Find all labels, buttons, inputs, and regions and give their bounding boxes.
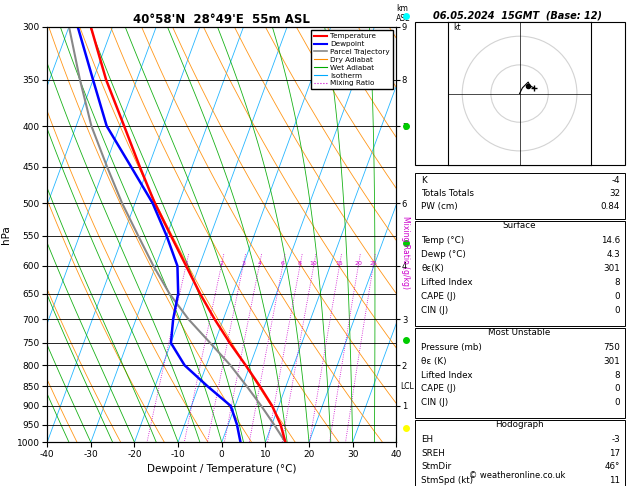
Text: 15: 15 <box>335 261 343 266</box>
Text: 301: 301 <box>603 264 620 273</box>
Text: 0: 0 <box>615 306 620 315</box>
Bar <box>415 173 625 219</box>
Text: 8: 8 <box>615 278 620 287</box>
Text: -4: -4 <box>611 176 620 185</box>
Bar <box>415 22 625 165</box>
Text: Totals Totals: Totals Totals <box>421 189 474 198</box>
Text: 2: 2 <box>220 261 223 266</box>
Text: SREH: SREH <box>421 449 445 458</box>
Text: Most Unstable: Most Unstable <box>489 328 551 337</box>
Text: 301: 301 <box>603 357 620 366</box>
Text: 0: 0 <box>615 398 620 407</box>
Text: 10: 10 <box>310 261 318 266</box>
Text: kt: kt <box>454 23 461 33</box>
Text: 32: 32 <box>609 189 620 198</box>
Text: 0: 0 <box>615 292 620 301</box>
Text: 4: 4 <box>257 261 261 266</box>
Text: Temp (°C): Temp (°C) <box>421 236 465 245</box>
Text: 1: 1 <box>184 261 188 266</box>
Text: Lifted Index: Lifted Index <box>421 278 473 287</box>
Text: 25: 25 <box>369 261 377 266</box>
Title: 40°58'N  28°49'E  55m ASL: 40°58'N 28°49'E 55m ASL <box>133 13 310 26</box>
Text: 14.6: 14.6 <box>601 236 620 245</box>
Text: 20: 20 <box>354 261 362 266</box>
Text: 8: 8 <box>615 371 620 380</box>
Text: 4.3: 4.3 <box>606 250 620 259</box>
Text: StmDir: StmDir <box>421 463 452 471</box>
Text: 3: 3 <box>241 261 245 266</box>
Y-axis label: hPa: hPa <box>1 225 11 244</box>
Text: Dewp (°C): Dewp (°C) <box>421 250 466 259</box>
Text: 0.84: 0.84 <box>601 202 620 211</box>
Text: 11: 11 <box>609 476 620 485</box>
Text: Lifted Index: Lifted Index <box>421 371 473 380</box>
Bar <box>415 420 625 486</box>
Text: CAPE (J): CAPE (J) <box>421 292 456 301</box>
Text: km
ASL: km ASL <box>396 4 411 22</box>
Text: Mixing Ratio (g/kg): Mixing Ratio (g/kg) <box>401 216 410 289</box>
Text: PW (cm): PW (cm) <box>421 202 458 211</box>
X-axis label: Dewpoint / Temperature (°C): Dewpoint / Temperature (°C) <box>147 465 296 474</box>
Text: Surface: Surface <box>503 221 537 230</box>
Text: 750: 750 <box>603 343 620 352</box>
Text: LCL: LCL <box>401 382 414 391</box>
Text: -3: -3 <box>611 435 620 444</box>
Text: 6: 6 <box>281 261 284 266</box>
Text: CIN (J): CIN (J) <box>421 306 448 315</box>
Bar <box>415 221 625 326</box>
Text: CAPE (J): CAPE (J) <box>421 384 456 393</box>
Text: © weatheronline.co.uk: © weatheronline.co.uk <box>469 471 565 480</box>
Text: Pressure (mb): Pressure (mb) <box>421 343 482 352</box>
Text: θε(K): θε(K) <box>421 264 444 273</box>
Text: 17: 17 <box>609 449 620 458</box>
Legend: Temperature, Dewpoint, Parcel Trajectory, Dry Adiabat, Wet Adiabat, Isotherm, Mi: Temperature, Dewpoint, Parcel Trajectory… <box>311 30 392 89</box>
Text: 06.05.2024  15GMT  (Base: 12): 06.05.2024 15GMT (Base: 12) <box>433 11 602 21</box>
Text: StmSpd (kt): StmSpd (kt) <box>421 476 474 485</box>
Text: CIN (J): CIN (J) <box>421 398 448 407</box>
Text: θε (K): θε (K) <box>421 357 447 366</box>
Text: EH: EH <box>421 435 433 444</box>
Text: K: K <box>421 176 427 185</box>
Bar <box>415 328 625 418</box>
Text: Hodograph: Hodograph <box>495 420 544 430</box>
Text: 46°: 46° <box>604 463 620 471</box>
Text: 8: 8 <box>298 261 302 266</box>
Text: 0: 0 <box>615 384 620 393</box>
